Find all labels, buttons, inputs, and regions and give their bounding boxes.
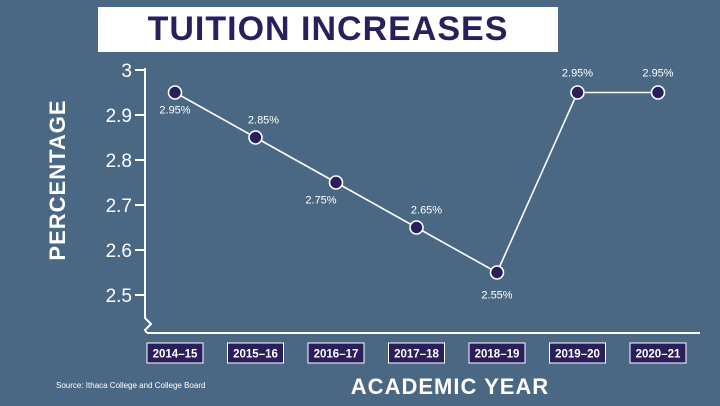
y-axis-line (143, 68, 153, 334)
y-tick-label: 3 (121, 61, 132, 82)
x-tick-box (388, 342, 445, 364)
y-tick-label: 2.5 (106, 286, 132, 307)
data-point (650, 85, 666, 100)
x-tick-label: 2016–17 (314, 349, 359, 361)
x-tick-label: 2018–19 (475, 349, 520, 361)
data-label: 2.55% (481, 290, 512, 302)
title-band: TUITION INCREASES (98, 7, 558, 52)
y-tick-label: 2.9 (106, 106, 132, 127)
data-label: 2.95% (642, 68, 673, 80)
data-label: 2.65% (411, 205, 442, 217)
y-tick-label: 2.7 (106, 196, 132, 217)
y-tick-label: 2.6 (106, 241, 132, 262)
y-tick-label: 2.8 (106, 151, 132, 172)
data-point (248, 130, 263, 145)
data-point (570, 85, 585, 100)
data-point (489, 265, 505, 280)
x-tick-box (629, 342, 687, 364)
data-point (167, 85, 183, 100)
data-point (409, 220, 424, 235)
data-label: 2.85% (248, 115, 279, 127)
x-tick-label: 2014–15 (153, 349, 198, 361)
x-axis-label: ACADEMIC YEAR (350, 374, 550, 399)
x-tick-box (146, 342, 204, 364)
source-note: Source: Ithaca College and College Board (56, 381, 206, 390)
data-label: 2.95% (159, 105, 190, 117)
x-tick-label: 2020–21 (636, 349, 681, 361)
x-tick-box (549, 342, 606, 364)
x-tick-label: 2019–20 (555, 349, 600, 361)
data-point (328, 175, 344, 190)
chart-title: TUITION INCREASES (147, 10, 509, 48)
x-tick-box (227, 342, 284, 364)
x-tick-label: 2017–18 (394, 349, 439, 361)
x-tick-label: 2015–16 (233, 349, 278, 361)
x-tick-box (307, 342, 365, 364)
data-label: 2.95% (562, 68, 593, 80)
x-tick-box (468, 342, 526, 364)
data-label: 2.75% (305, 195, 336, 207)
